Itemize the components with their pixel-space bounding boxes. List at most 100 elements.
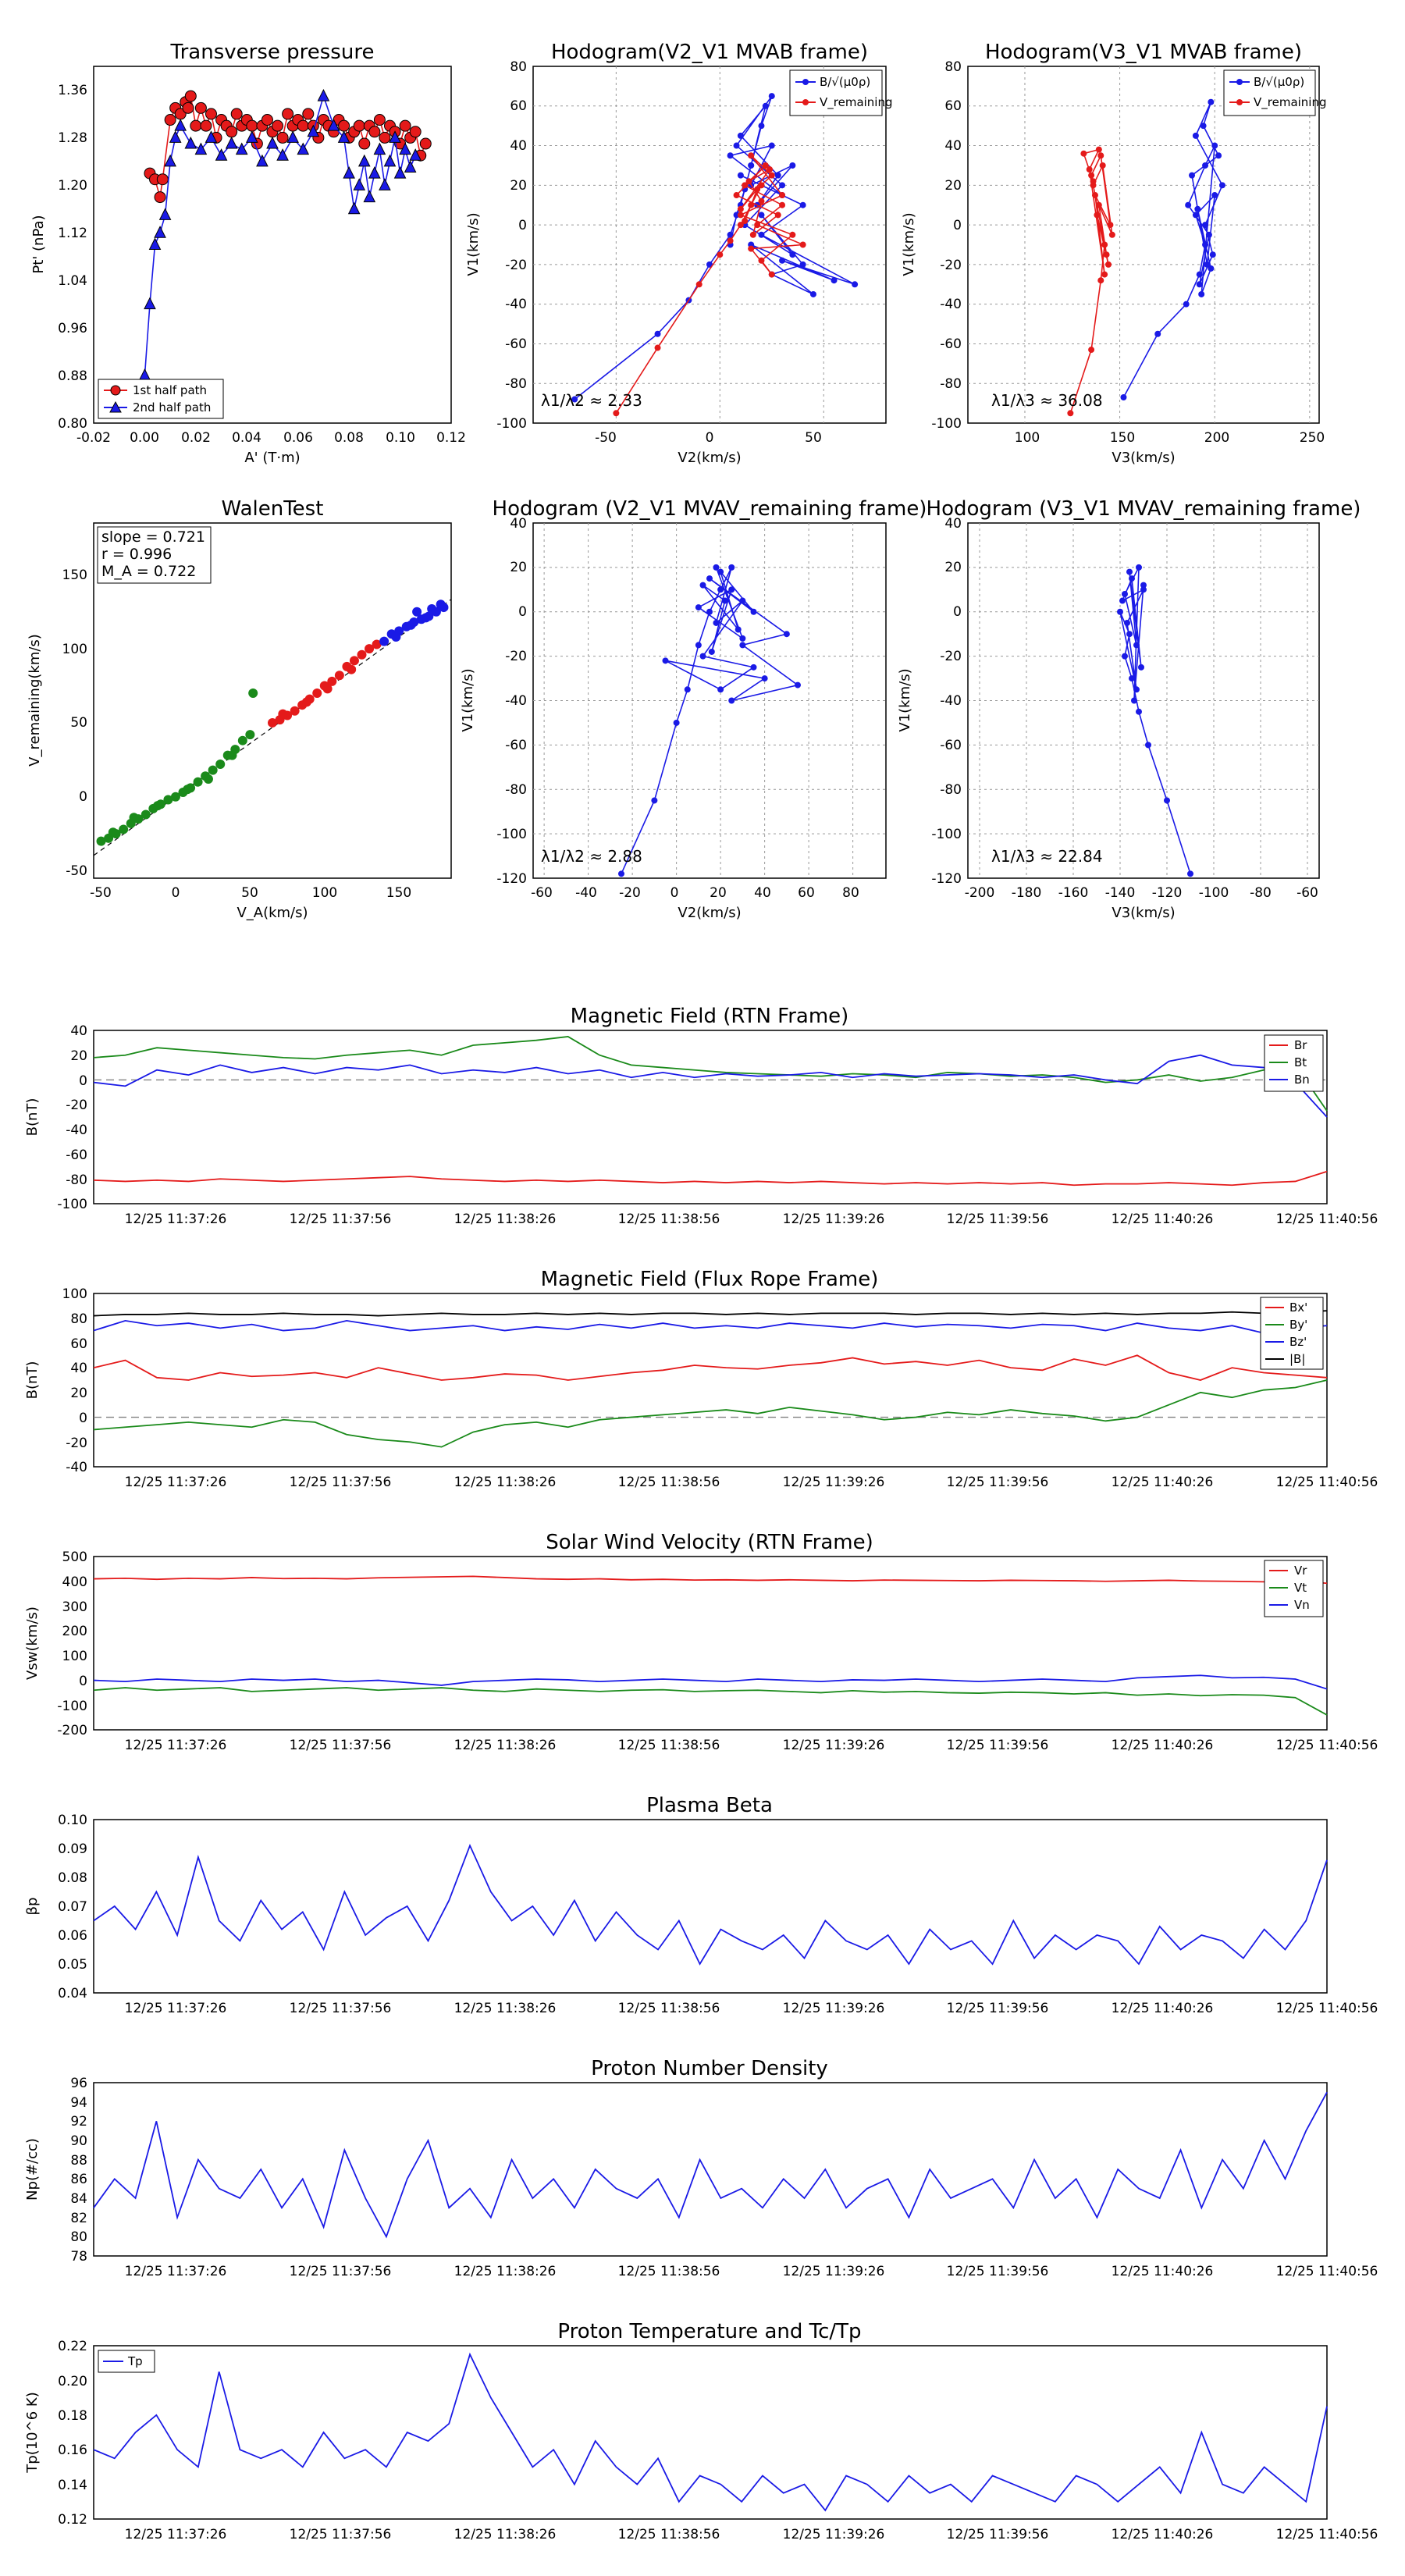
x-axis-label: V2(km/s): [678, 905, 741, 921]
data-marks: [1117, 564, 1193, 877]
x-tick-label: 12/25 11:38:26: [454, 2264, 557, 2279]
data-point: [419, 137, 432, 150]
x-tick-label: 80: [842, 885, 859, 901]
chart-title: WalenTest: [222, 497, 324, 521]
x-tick-label: 12/25 11:37:26: [125, 2527, 227, 2542]
x-tick-label: 200: [1204, 430, 1229, 446]
y-tick-label: 0: [79, 1073, 87, 1089]
data-point: [768, 93, 775, 100]
legend-box: [789, 69, 883, 116]
panel-proton-temperature: Proton Temperature and Tc/Tp 12/25 11:37…: [24, 2320, 1378, 2542]
y-axis-label: V1(km/s): [465, 212, 482, 276]
legend-label: Bt: [1294, 1055, 1307, 1069]
data-point: [144, 297, 156, 310]
data-point: [227, 750, 237, 760]
y-tick-label: 0: [953, 604, 962, 620]
data-point: [215, 760, 226, 770]
data-point: [373, 142, 386, 155]
x-tick-label: 50: [805, 430, 822, 446]
data-point: [230, 108, 243, 120]
data-point: [1138, 664, 1144, 671]
series-line: [1122, 101, 1223, 398]
y-tick-label: 84: [70, 2191, 87, 2207]
data-point: [737, 172, 744, 179]
data-point: [1202, 162, 1209, 169]
data-marks: [93, 2352, 1328, 2512]
series-line: [93, 1843, 1328, 1966]
data-point: [379, 131, 391, 144]
legend-label: Bn: [1294, 1073, 1310, 1087]
data-point: [312, 688, 322, 699]
data-point: [737, 212, 744, 219]
y-tick-label: 0.06: [58, 1928, 87, 1944]
legend-label: V_remaining: [1254, 95, 1327, 110]
x-tick-label: 12/25 11:38:56: [618, 2264, 720, 2279]
y-tick-label: 0.10: [58, 1813, 87, 1828]
data-point: [758, 212, 765, 219]
y-axis-label: V_remaining(km/s): [27, 634, 43, 767]
y-tick-label: -40: [940, 297, 962, 312]
data-point: [1136, 708, 1142, 715]
x-tick-label: 0.10: [386, 430, 415, 446]
plot-frame: [93, 1819, 1328, 1994]
y-tick-label: 20: [510, 560, 527, 575]
x-tick-label: 12/25 11:40:26: [1112, 2001, 1214, 2016]
y-tick-label: -100: [57, 1699, 87, 1714]
x-tick-label: 250: [1300, 430, 1325, 446]
data-point: [742, 182, 749, 189]
data-point: [1095, 146, 1102, 153]
data-point: [391, 632, 401, 642]
legend-label: V_remaining: [820, 95, 893, 110]
y-tick-label: -120: [931, 871, 962, 887]
data-point: [268, 717, 277, 728]
data-point: [758, 182, 765, 189]
data-point: [1211, 142, 1218, 149]
data-point: [1215, 152, 1222, 159]
y-tick-label: -100: [496, 827, 527, 842]
data-point: [290, 706, 300, 716]
series-line: [93, 1687, 1328, 1716]
data-point: [164, 114, 176, 126]
y-axis-label: V1(km/s): [460, 668, 476, 731]
plot-frame: [93, 1293, 1328, 1468]
data-point: [368, 165, 381, 179]
y-tick-label: 200: [62, 1624, 87, 1639]
legend: Tp: [98, 2350, 155, 2373]
panel-solar-wind-velocity: Solar Wind Velocity (RTN Frame) 12/25 11…: [24, 1531, 1378, 1753]
y-tick-label: -60: [505, 738, 527, 753]
data-point: [571, 396, 578, 403]
y-tick-label: -50: [66, 863, 87, 879]
x-axis-label: A' (T·m): [244, 450, 300, 466]
data-point: [684, 686, 691, 693]
plot-frame: [93, 522, 452, 879]
y-tick-label: 0.88: [58, 368, 87, 384]
data-point: [140, 809, 151, 820]
data-point: [383, 154, 397, 167]
x-tick-label: 12/25 11:40:26: [1112, 1738, 1214, 1753]
y-tick-label: 0: [79, 1411, 87, 1426]
series-line: [1069, 148, 1113, 414]
data-point: [322, 684, 333, 694]
series-line: [93, 1310, 1328, 1317]
y-tick-label: -60: [940, 336, 962, 352]
y-tick-label: 40: [944, 138, 962, 154]
data-point: [745, 178, 752, 185]
y-tick-label: 40: [70, 1023, 87, 1039]
data-point: [215, 148, 228, 161]
y-tick-label: 0.80: [58, 416, 87, 432]
x-tick-label: 12/25 11:39:56: [947, 1212, 1049, 1227]
y-tick-label: 100: [62, 1286, 87, 1302]
y-tick-label: 20: [944, 178, 962, 194]
stats-frame: [97, 526, 212, 584]
legend-marker: [802, 79, 809, 85]
x-tick-label: 0.02: [181, 430, 211, 446]
chart-title: Solar Wind Velocity (RTN Frame): [546, 1531, 873, 1554]
data-point: [768, 142, 775, 149]
x-tick-label: -50: [90, 885, 112, 901]
legend: Br Bt Bn: [1264, 1034, 1324, 1092]
data-point: [297, 142, 310, 155]
y-tick-label: 20: [70, 1386, 87, 1401]
x-tick-label: -50: [595, 430, 617, 446]
y-tick-label: -20: [66, 1098, 87, 1113]
x-tick-labels: 12/25 11:37:26 12/25 11:37:56 12/25 11:3…: [125, 2527, 1378, 2542]
